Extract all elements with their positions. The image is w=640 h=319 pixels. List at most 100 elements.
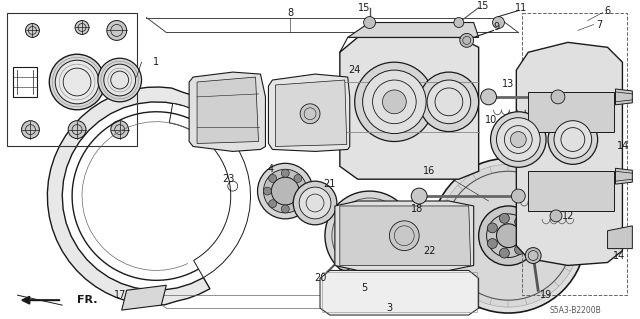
Circle shape [510, 132, 526, 147]
Polygon shape [197, 77, 259, 144]
Circle shape [389, 221, 419, 251]
Polygon shape [340, 37, 479, 179]
Circle shape [515, 217, 525, 227]
Circle shape [68, 121, 86, 138]
Circle shape [387, 214, 397, 224]
Polygon shape [340, 206, 470, 265]
Circle shape [55, 60, 99, 104]
Polygon shape [275, 80, 347, 146]
Circle shape [269, 200, 276, 208]
Text: 21: 21 [324, 179, 336, 189]
Circle shape [497, 118, 540, 161]
Circle shape [356, 204, 366, 214]
Circle shape [412, 188, 427, 204]
Circle shape [511, 189, 525, 203]
Circle shape [499, 213, 509, 223]
Text: 20: 20 [314, 273, 326, 283]
Text: 19: 19 [540, 290, 552, 300]
Circle shape [488, 223, 497, 233]
Circle shape [98, 58, 141, 102]
Text: S5A3-B2200B: S5A3-B2200B [550, 306, 602, 315]
Text: 23: 23 [223, 174, 235, 184]
Polygon shape [335, 201, 474, 271]
Circle shape [488, 239, 497, 249]
Text: 4: 4 [268, 164, 273, 174]
Text: 12: 12 [562, 211, 574, 221]
Text: 6: 6 [605, 6, 611, 16]
Circle shape [282, 205, 289, 213]
Circle shape [22, 121, 40, 138]
Polygon shape [348, 23, 479, 37]
Polygon shape [122, 285, 166, 310]
Circle shape [460, 33, 474, 47]
Circle shape [525, 248, 541, 263]
Circle shape [107, 20, 127, 41]
Text: 22: 22 [423, 246, 435, 256]
Text: 14: 14 [613, 250, 625, 261]
Circle shape [490, 112, 546, 167]
Circle shape [551, 90, 565, 104]
Circle shape [499, 248, 509, 258]
Text: 7: 7 [596, 19, 603, 29]
Polygon shape [170, 103, 251, 278]
Circle shape [264, 187, 271, 195]
Circle shape [294, 200, 302, 208]
Circle shape [387, 247, 397, 257]
Circle shape [269, 174, 276, 182]
Text: 16: 16 [423, 166, 435, 176]
Polygon shape [268, 74, 349, 152]
Circle shape [257, 163, 313, 219]
Text: 18: 18 [411, 204, 423, 214]
Circle shape [522, 231, 531, 241]
Circle shape [363, 70, 426, 134]
Circle shape [75, 20, 89, 34]
Text: 9: 9 [493, 22, 500, 33]
Text: 8: 8 [287, 8, 293, 18]
Text: 15: 15 [477, 1, 490, 11]
Text: 14: 14 [618, 141, 630, 152]
Circle shape [337, 255, 353, 271]
Circle shape [515, 245, 525, 255]
Text: 3: 3 [387, 303, 392, 313]
Circle shape [454, 18, 464, 27]
Text: 15: 15 [358, 3, 371, 13]
Circle shape [493, 17, 504, 28]
Circle shape [264, 169, 307, 213]
Circle shape [356, 257, 366, 267]
Polygon shape [47, 87, 225, 305]
Circle shape [548, 115, 598, 164]
Text: 17: 17 [113, 290, 126, 300]
Circle shape [111, 121, 129, 138]
Circle shape [383, 90, 406, 114]
Text: 1: 1 [154, 57, 159, 67]
Circle shape [293, 181, 337, 225]
Polygon shape [528, 92, 614, 132]
Circle shape [479, 206, 538, 265]
Text: 13: 13 [502, 79, 515, 89]
Polygon shape [516, 42, 623, 265]
Circle shape [49, 54, 105, 110]
Circle shape [337, 231, 347, 241]
Circle shape [26, 24, 40, 37]
Circle shape [299, 187, 307, 195]
Text: 11: 11 [515, 3, 527, 13]
Text: 5: 5 [362, 283, 368, 293]
Circle shape [299, 187, 331, 219]
Circle shape [300, 104, 320, 124]
Circle shape [437, 164, 580, 307]
Polygon shape [616, 168, 632, 184]
Circle shape [497, 224, 520, 248]
Polygon shape [528, 171, 614, 211]
Text: 10: 10 [485, 115, 498, 125]
Circle shape [282, 169, 289, 177]
Polygon shape [189, 72, 266, 152]
Circle shape [419, 72, 479, 132]
Circle shape [345, 211, 394, 261]
Polygon shape [320, 271, 479, 315]
Text: FR.: FR. [77, 295, 97, 305]
Circle shape [104, 64, 136, 96]
Circle shape [550, 210, 562, 222]
Polygon shape [607, 226, 632, 249]
Circle shape [481, 89, 497, 105]
Circle shape [294, 174, 302, 182]
